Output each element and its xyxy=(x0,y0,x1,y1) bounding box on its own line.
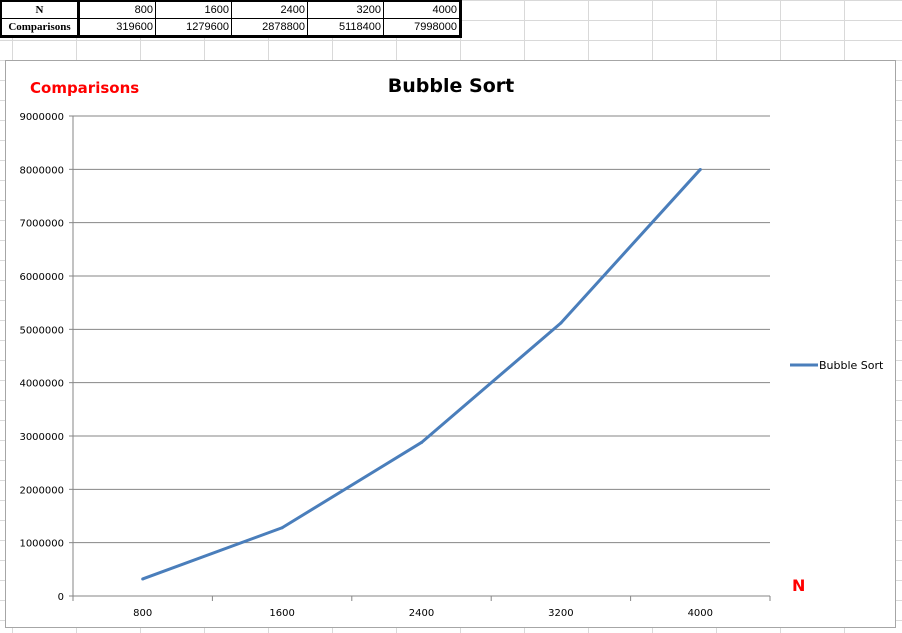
data-point xyxy=(698,167,702,171)
gridlines xyxy=(73,115,770,544)
series-line[interactable] xyxy=(142,168,702,581)
x-tick-label: 4000 xyxy=(688,608,713,619)
row-header-comparisons[interactable]: Comparisons xyxy=(0,18,80,38)
table-cell[interactable]: 5118400 xyxy=(307,18,384,38)
y-tick-label: 8000000 xyxy=(19,165,64,176)
y-tick-label: 5000000 xyxy=(19,325,64,336)
y-axis-label: Comparisons xyxy=(30,79,139,97)
table-cell[interactable]: 7998000 xyxy=(383,18,462,38)
table-row: N 800 1600 2400 3200 4000 xyxy=(0,0,462,19)
y-tick-label: 2000000 xyxy=(19,485,64,496)
data-point xyxy=(420,440,423,444)
data-point xyxy=(280,526,284,530)
series xyxy=(141,167,702,581)
y-tick-label: 4000000 xyxy=(19,379,64,390)
x-tick-label: 800 xyxy=(133,608,152,619)
axes xyxy=(69,115,771,601)
line-chart: 0 1000000 2000000 3000000 4000000 5000000 6000… xyxy=(19,75,884,619)
y-tick-label: 7000000 xyxy=(19,219,64,230)
x-axis-label: N xyxy=(792,576,805,595)
table-cell[interactable]: 1279600 xyxy=(155,18,232,38)
data-point xyxy=(559,321,563,325)
legend-label: Bubble Sort xyxy=(819,359,884,372)
y-tick-label: 9000000 xyxy=(19,112,64,123)
table-cell[interactable]: 2878800 xyxy=(231,18,308,38)
data-point xyxy=(141,577,145,581)
y-tick-label: 3000000 xyxy=(19,432,64,443)
row-header-n[interactable]: N xyxy=(0,0,80,19)
table-cell[interactable]: 3200 xyxy=(307,0,384,19)
y-tick-label: 1000000 xyxy=(19,539,64,550)
x-tick-labels: 800 1600 2400 3200 4000 xyxy=(133,608,713,619)
y-tick-label: 0 xyxy=(58,592,64,603)
table-row: Comparisons 319600 1279600 2878800 51184… xyxy=(0,18,462,38)
y-tick-labels: 0 1000000 2000000 3000000 4000000 5000000 6000… xyxy=(19,112,64,603)
table-cell[interactable]: 2400 xyxy=(231,0,308,19)
chart-title: Bubble Sort xyxy=(388,75,514,97)
data-table: N 800 1600 2400 3200 4000 Comparisons 31… xyxy=(0,0,462,38)
y-tick-label: 6000000 xyxy=(19,272,64,283)
table-cell[interactable]: 319600 xyxy=(78,18,156,38)
x-tick-label: 1600 xyxy=(269,608,294,619)
table-cell[interactable]: 800 xyxy=(78,0,156,19)
table-cell[interactable]: 1600 xyxy=(155,0,232,19)
table-cell[interactable]: 4000 xyxy=(383,0,462,19)
x-tick-label: 2400 xyxy=(409,608,434,619)
chart-area[interactable]: 0 1000000 2000000 3000000 4000000 5000000 6000… xyxy=(5,60,896,628)
x-tick-label: 3200 xyxy=(548,608,573,619)
legend[interactable]: Bubble Sort xyxy=(790,359,884,372)
